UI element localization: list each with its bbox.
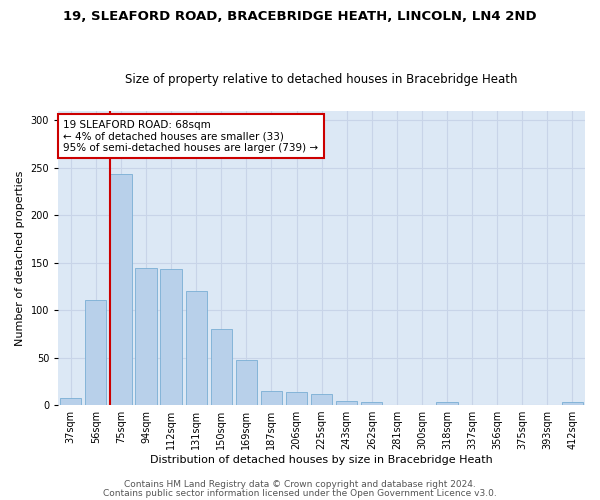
Bar [436,402,458,405]
Bar [562,402,583,405]
Text: 19, SLEAFORD ROAD, BRACEBRIDGE HEATH, LINCOLN, LN4 2ND: 19, SLEAFORD ROAD, BRACEBRIDGE HEATH, LI… [63,10,537,23]
Bar [160,270,182,405]
Title: Size of property relative to detached houses in Bracebridge Heath: Size of property relative to detached ho… [125,73,518,86]
Bar [261,391,282,405]
Y-axis label: Number of detached properties: Number of detached properties [15,170,25,346]
Bar [286,392,307,405]
Bar [236,360,257,405]
Text: Contains HM Land Registry data © Crown copyright and database right 2024.: Contains HM Land Registry data © Crown c… [124,480,476,489]
X-axis label: Distribution of detached houses by size in Bracebridge Heath: Distribution of detached houses by size … [150,455,493,465]
Bar [211,329,232,405]
Bar [110,174,131,405]
Text: Contains public sector information licensed under the Open Government Licence v3: Contains public sector information licen… [103,488,497,498]
Bar [136,268,157,405]
Bar [311,394,332,405]
Bar [85,300,106,405]
Bar [361,402,382,405]
Text: 19 SLEAFORD ROAD: 68sqm
← 4% of detached houses are smaller (33)
95% of semi-det: 19 SLEAFORD ROAD: 68sqm ← 4% of detached… [64,120,319,153]
Bar [185,291,207,405]
Bar [336,402,358,405]
Bar [60,398,82,405]
